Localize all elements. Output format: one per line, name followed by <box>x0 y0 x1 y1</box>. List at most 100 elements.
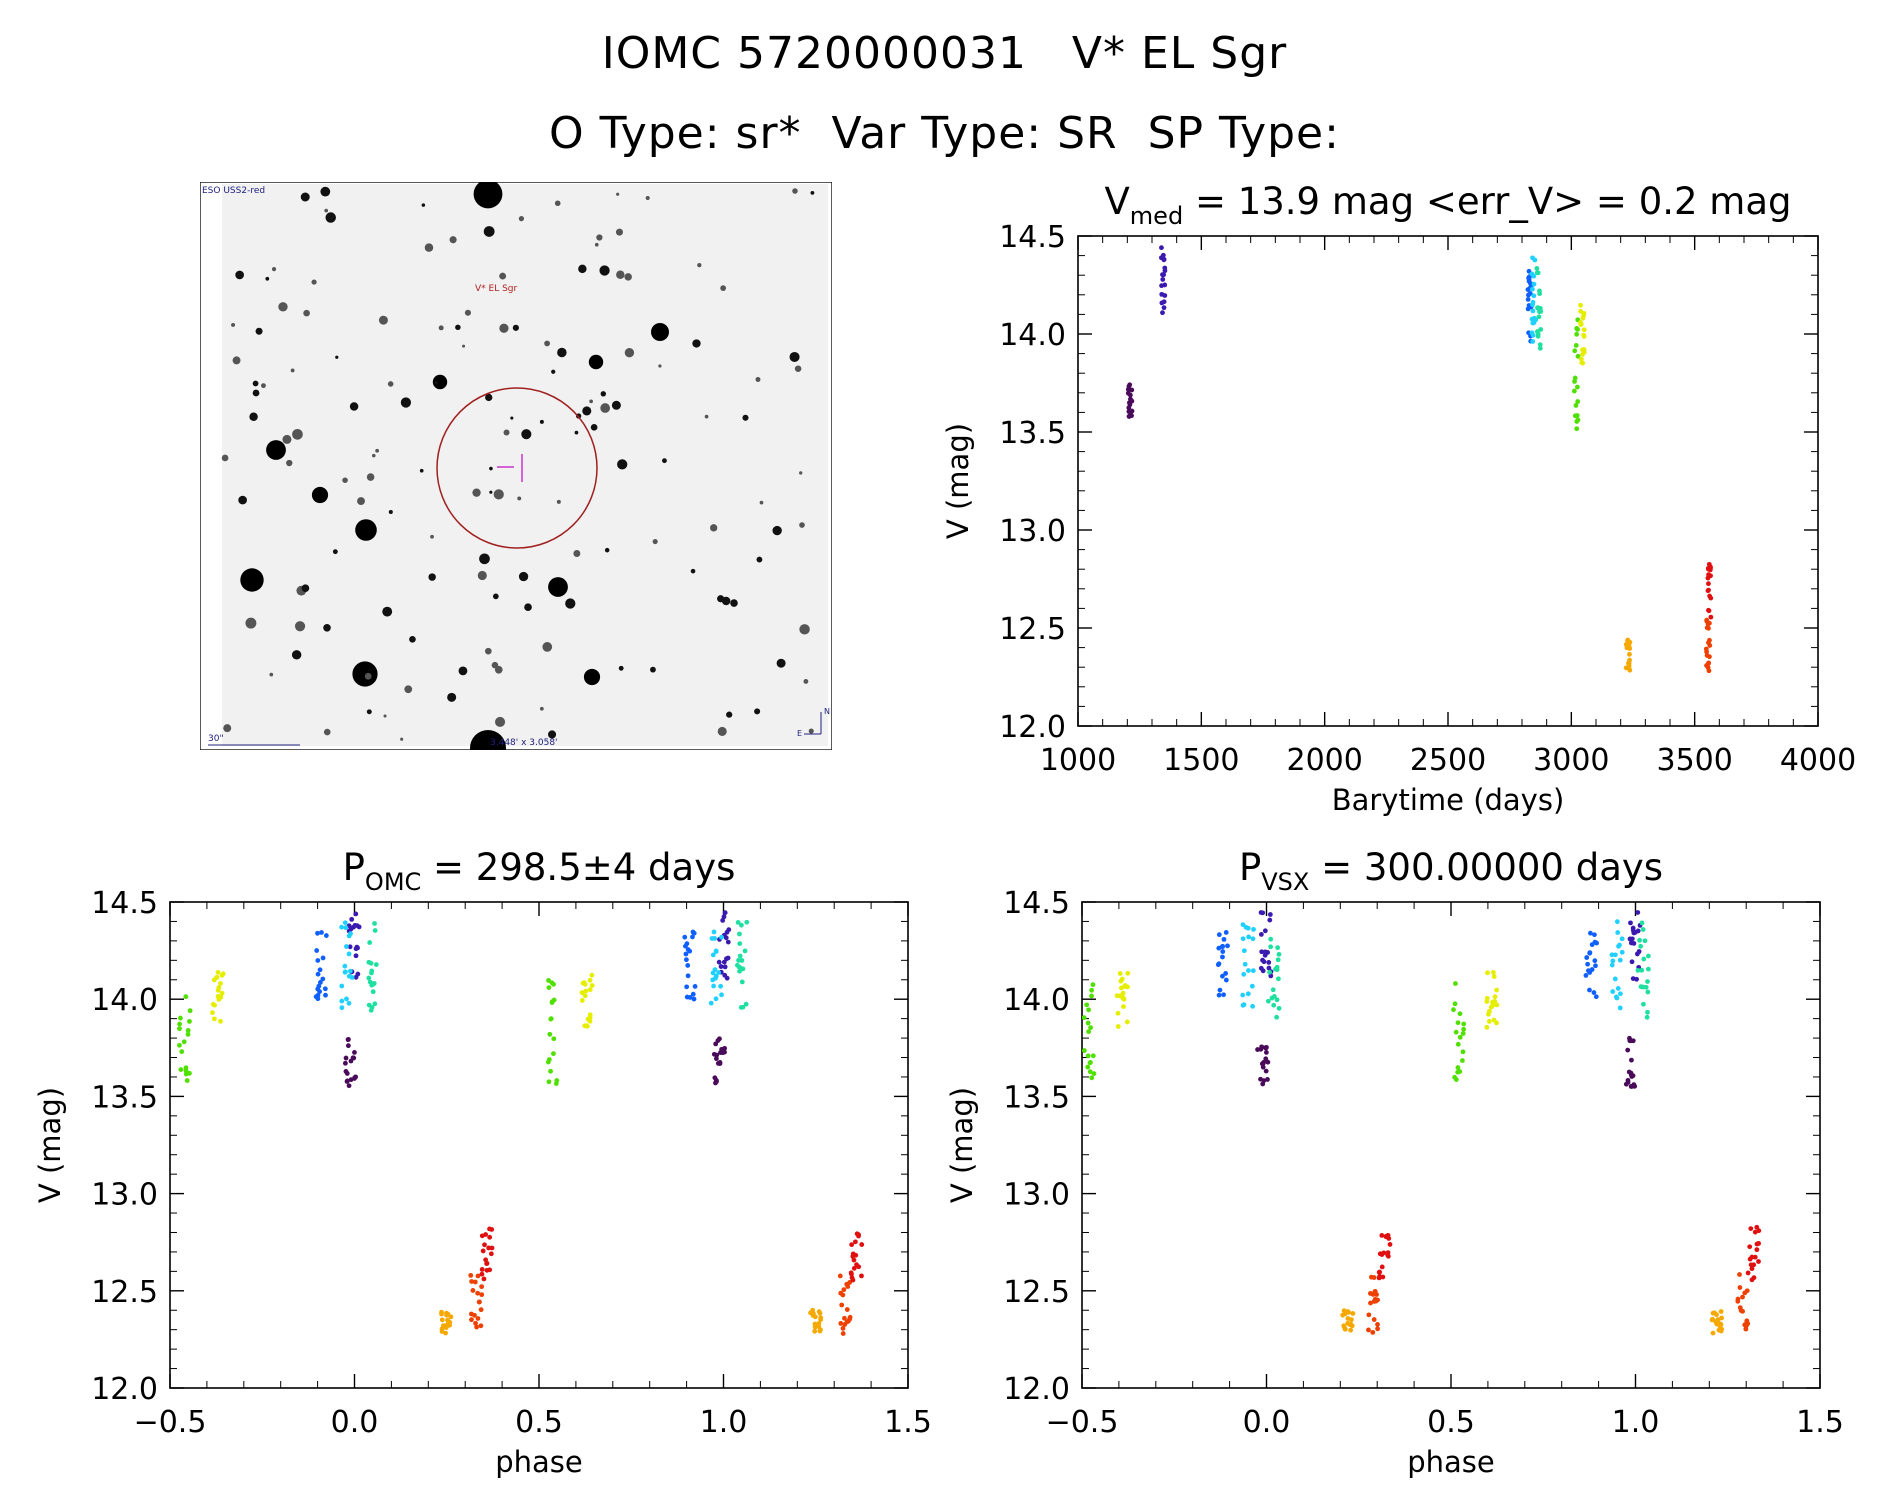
data-point <box>1124 1019 1130 1025</box>
data-point <box>1575 399 1581 404</box>
x-tick-label: 0.0 <box>331 1405 379 1440</box>
data-point <box>1368 1274 1374 1280</box>
data-point <box>346 1000 352 1006</box>
data-point <box>1118 985 1124 991</box>
data-point <box>1584 955 1590 960</box>
figure-title: IOMC 5720000031 V* EL Sgr <box>601 28 1288 79</box>
data-point <box>1635 910 1641 915</box>
data-point <box>1160 310 1165 316</box>
data-point <box>1645 1009 1650 1015</box>
faint-star <box>303 309 310 317</box>
data-point <box>353 974 359 980</box>
faint-star <box>249 412 258 421</box>
data-point <box>487 1234 493 1240</box>
data-point <box>317 980 323 985</box>
data-point <box>1706 668 1712 674</box>
data-point <box>579 990 585 996</box>
data-point <box>1628 940 1634 946</box>
faint-star <box>721 596 731 606</box>
faint-star <box>789 351 800 363</box>
x-tick-label: 3000 <box>1533 743 1609 778</box>
faint-star <box>421 203 426 207</box>
faint-star <box>492 593 499 600</box>
data-point <box>1245 991 1251 997</box>
faint-star <box>690 568 696 574</box>
data-point <box>718 964 724 969</box>
data-point <box>373 962 379 967</box>
faint-star <box>650 666 656 673</box>
faint-star <box>491 661 499 669</box>
data-point <box>372 1001 378 1007</box>
faint-star <box>803 678 809 684</box>
bright-star <box>470 730 506 750</box>
faint-star <box>624 273 632 281</box>
faint-star <box>495 716 506 727</box>
data-point <box>721 959 727 965</box>
data-point <box>1612 976 1618 982</box>
data-point <box>685 973 691 979</box>
faint-star <box>291 650 302 660</box>
data-point <box>339 1005 345 1011</box>
data-point <box>441 1323 446 1329</box>
data-point <box>479 1233 485 1239</box>
faint-star <box>323 623 331 632</box>
data-point <box>1492 994 1498 1000</box>
data-point <box>1706 566 1711 572</box>
data-point <box>1265 998 1271 1004</box>
faint-star <box>539 706 544 711</box>
data-point <box>1703 646 1709 652</box>
faint-star <box>652 538 658 545</box>
data-point <box>725 939 731 945</box>
data-point <box>1627 651 1632 657</box>
data-point <box>372 928 378 933</box>
data-point <box>1581 333 1587 339</box>
faint-star <box>438 325 444 331</box>
faint-star <box>271 267 277 272</box>
faint-star <box>697 262 702 268</box>
data-point <box>743 1001 749 1007</box>
data-point <box>1591 990 1597 995</box>
faint-star <box>252 389 260 397</box>
faint-star <box>518 571 529 582</box>
data-point <box>1115 1010 1121 1016</box>
data-point <box>837 1273 843 1279</box>
y-tick-label: 12.5 <box>1003 1275 1070 1310</box>
data-point <box>685 947 691 952</box>
data-point <box>1748 1226 1754 1231</box>
data-point <box>187 1008 193 1014</box>
data-point <box>479 1284 485 1290</box>
data-point <box>1347 1322 1353 1328</box>
data-point <box>1268 973 1274 979</box>
data-point <box>367 940 373 945</box>
data-point <box>444 1310 449 1316</box>
faint-star <box>658 364 662 368</box>
data-point <box>1640 984 1646 990</box>
data-point <box>737 953 743 959</box>
data-point <box>218 981 223 986</box>
data-point <box>1642 938 1648 944</box>
data-point <box>1082 1015 1087 1021</box>
compass-north-label: N <box>824 707 830 716</box>
data-point <box>1267 912 1273 917</box>
faint-star <box>589 399 593 404</box>
data-point <box>1241 971 1247 977</box>
faint-star <box>518 216 525 222</box>
y-tick-label: 14.0 <box>91 983 158 1018</box>
data-point <box>366 975 372 981</box>
data-point <box>1624 645 1630 651</box>
faint-star <box>231 322 236 327</box>
data-point <box>353 1074 359 1080</box>
data-point <box>721 914 727 920</box>
faint-star <box>485 393 493 402</box>
data-point <box>1370 1329 1376 1335</box>
data-point <box>1574 326 1580 331</box>
y-tick-label: 13.5 <box>1003 1080 1070 1115</box>
data-point <box>711 983 716 989</box>
data-point <box>713 948 719 954</box>
data-point <box>1379 1233 1385 1238</box>
faint-star <box>517 496 522 501</box>
data-point <box>1526 292 1531 298</box>
x-axis-label: phase <box>1407 1445 1495 1479</box>
data-point <box>1745 1321 1751 1326</box>
